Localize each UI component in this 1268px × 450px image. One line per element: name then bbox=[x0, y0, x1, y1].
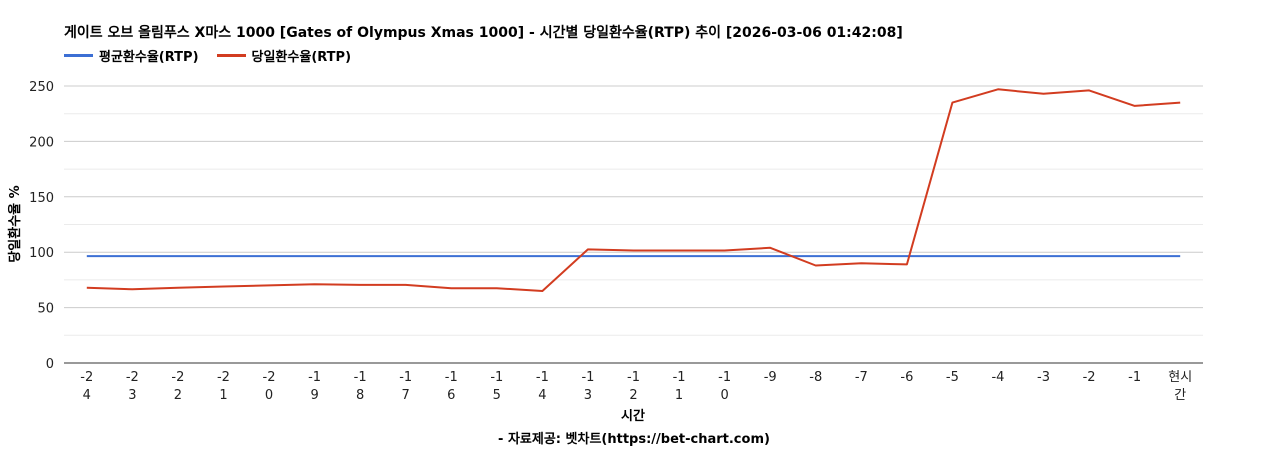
y-tick-label: 50 bbox=[37, 302, 54, 317]
x-tick-label: -2 1 bbox=[217, 370, 230, 403]
x-tick-label: -1 5 bbox=[490, 370, 503, 403]
x-tick-label: -1 7 bbox=[399, 370, 412, 403]
legend-swatch-daily bbox=[216, 54, 246, 57]
legend: 평균환수율(RTP) 당일환수율(RTP) bbox=[64, 46, 369, 65]
x-tick-label: -1 bbox=[1128, 370, 1141, 385]
legend-label-average: 평균환수율(RTP) bbox=[99, 50, 199, 65]
y-tick-label: 100 bbox=[29, 246, 54, 261]
x-tick-label: -1 6 bbox=[445, 370, 458, 403]
x-tick-label: -1 8 bbox=[354, 370, 367, 403]
x-tick-label: -1 4 bbox=[536, 370, 549, 403]
y-tick-label: 250 bbox=[29, 80, 54, 95]
x-tick-label: -1 2 bbox=[627, 370, 640, 403]
y-tick-label: 200 bbox=[29, 135, 54, 150]
x-tick-label: -1 1 bbox=[673, 370, 686, 403]
x-tick-label: -8 bbox=[809, 370, 822, 385]
series-line-1 bbox=[86, 88, 1181, 292]
x-tick-label: -2 2 bbox=[171, 370, 184, 403]
y-tick-label: 150 bbox=[29, 191, 54, 206]
grid bbox=[64, 85, 1203, 336]
source-note: - 자료제공: 벳차트(https://bet-chart.com) bbox=[498, 432, 770, 447]
x-tick-label: -1 9 bbox=[308, 370, 321, 403]
legend-item-daily[interactable]: 당일환수율(RTP) bbox=[216, 46, 352, 65]
y-tick-label: 0 bbox=[46, 357, 54, 372]
x-tick-label: -3 bbox=[1037, 370, 1050, 385]
series bbox=[86, 88, 1181, 292]
y-axis-title: 당일환수율 % bbox=[7, 185, 23, 262]
x-tick-label: -1 0 bbox=[718, 370, 731, 403]
x-tick-label: -2 4 bbox=[80, 370, 93, 403]
x-tick-label: -2 0 bbox=[263, 370, 276, 403]
x-tick-label: -2 3 bbox=[126, 370, 139, 403]
axes: 0 50 100 150 200 250 -2 4 -2 3 -2 2 -2 1 -2 0 -1 9 -1 8 -1 7 -… bbox=[29, 80, 1203, 403]
x-tick-label: -6 bbox=[900, 370, 913, 385]
x-tick-label: 현시 간 bbox=[1168, 370, 1192, 403]
legend-swatch-average bbox=[64, 54, 93, 57]
x-axis-title: 시간 bbox=[621, 408, 645, 424]
legend-item-average[interactable]: 평균환수율(RTP) bbox=[64, 46, 199, 65]
x-tick-label: -5 bbox=[946, 370, 959, 385]
x-tick-label: -9 bbox=[764, 370, 777, 385]
x-tick-label: -7 bbox=[855, 370, 868, 385]
x-tick-label: -2 bbox=[1083, 370, 1096, 385]
legend-label-daily: 당일환수율(RTP) bbox=[251, 50, 352, 65]
x-tick-label: -4 bbox=[991, 370, 1004, 385]
x-tick-label: -1 3 bbox=[581, 370, 594, 403]
chart-title: 게이트 오브 올림푸스 X마스 1000 [Gates of Olympus X… bbox=[64, 25, 903, 41]
